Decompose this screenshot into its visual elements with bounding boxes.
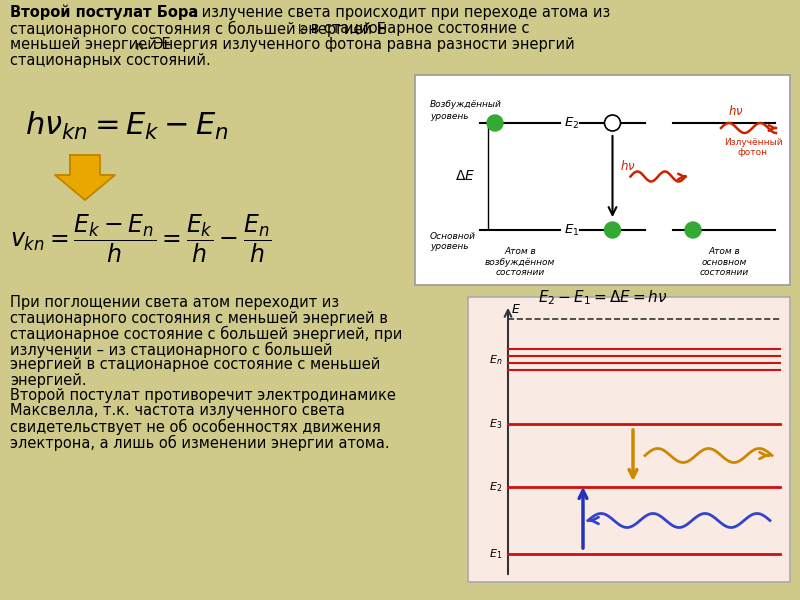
Text: $\Delta E$: $\Delta E$ bbox=[454, 169, 475, 184]
Text: свидетельствует не об особенностях движения: свидетельствует не об особенностях движе… bbox=[10, 419, 381, 435]
Text: Максвелла, т.к. частота излученного света: Максвелла, т.к. частота излученного свет… bbox=[10, 403, 345, 419]
Text: Излучённый
фотон: Излучённый фотон bbox=[724, 138, 782, 157]
Text: $E_2$: $E_2$ bbox=[489, 480, 502, 494]
Text: Атом в
возбуждённом
состоянии: Атом в возбуждённом состоянии bbox=[485, 247, 555, 277]
Text: $E_n$: $E_n$ bbox=[489, 353, 502, 367]
Circle shape bbox=[605, 222, 621, 238]
Text: в стационарное состояние с: в стационарное состояние с bbox=[306, 21, 530, 36]
Text: стационарных состояний.: стационарных состояний. bbox=[10, 53, 210, 68]
Text: стационарное состояние с большей энергией, при: стационарное состояние с большей энергие… bbox=[10, 326, 402, 342]
Text: $E_2 - E_1 = \Delta E = h\nu$: $E_2 - E_1 = \Delta E = h\nu$ bbox=[538, 288, 667, 307]
Text: уровень: уровень bbox=[430, 242, 469, 251]
Text: $h\nu_{kn} = E_k - E_n$: $h\nu_{kn} = E_k - E_n$ bbox=[25, 110, 229, 142]
Text: стационарного состояния с меньшей энергией в: стационарного состояния с меньшей энерги… bbox=[10, 311, 388, 325]
Text: $h\nu$: $h\nu$ bbox=[621, 160, 636, 173]
Text: уровень: уровень bbox=[430, 112, 469, 121]
Text: Возбуждённый: Возбуждённый bbox=[430, 100, 502, 109]
Text: электрона, а лишь об изменении энергии атома.: электрона, а лишь об изменении энергии а… bbox=[10, 434, 390, 451]
Circle shape bbox=[605, 115, 621, 131]
Text: n: n bbox=[136, 40, 143, 53]
Text: k: k bbox=[298, 24, 305, 37]
Circle shape bbox=[685, 222, 701, 238]
Text: $E_3$: $E_3$ bbox=[489, 417, 502, 431]
Text: стационарного состояния с большей энергией E: стационарного состояния с большей энерги… bbox=[10, 21, 386, 37]
Polygon shape bbox=[55, 155, 115, 200]
Text: $h\nu$: $h\nu$ bbox=[728, 104, 744, 118]
Text: Второй постулат противоречит электродинамике: Второй постулат противоречит электродина… bbox=[10, 388, 396, 403]
Text: $E$: $E$ bbox=[511, 303, 521, 316]
Circle shape bbox=[487, 115, 503, 131]
Text: . Энергия излученного фотона равна разности энергий: . Энергия излученного фотона равна разно… bbox=[144, 37, 574, 52]
Text: При поглощении света атом переходит из: При поглощении света атом переходит из bbox=[10, 295, 339, 310]
Text: меньшей энергией E: меньшей энергией E bbox=[10, 37, 170, 52]
Text: $E_1$: $E_1$ bbox=[489, 547, 502, 561]
Text: $E_2$: $E_2$ bbox=[564, 115, 579, 131]
FancyBboxPatch shape bbox=[415, 75, 790, 285]
Text: : излучение света происходит при переходе атома из: : излучение света происходит при переход… bbox=[192, 5, 610, 20]
Text: энергией.: энергией. bbox=[10, 373, 86, 388]
Text: $E_1$: $E_1$ bbox=[564, 223, 579, 238]
Text: $v_{kn} = \dfrac{E_k - E_n}{h} = \dfrac{E_k}{h} - \dfrac{E_n}{h}$: $v_{kn} = \dfrac{E_k - E_n}{h} = \dfrac{… bbox=[10, 212, 271, 265]
Text: Атом в
основном
состоянии: Атом в основном состоянии bbox=[699, 247, 749, 277]
Text: Второй постулат Бора: Второй постулат Бора bbox=[10, 5, 198, 20]
Text: Основной: Основной bbox=[430, 232, 476, 241]
Text: энергией в стационарное состояние с меньшей: энергией в стационарное состояние с мень… bbox=[10, 357, 380, 372]
FancyBboxPatch shape bbox=[468, 297, 790, 582]
Text: излучении – из стационарного с большей: излучении – из стационарного с большей bbox=[10, 341, 333, 358]
